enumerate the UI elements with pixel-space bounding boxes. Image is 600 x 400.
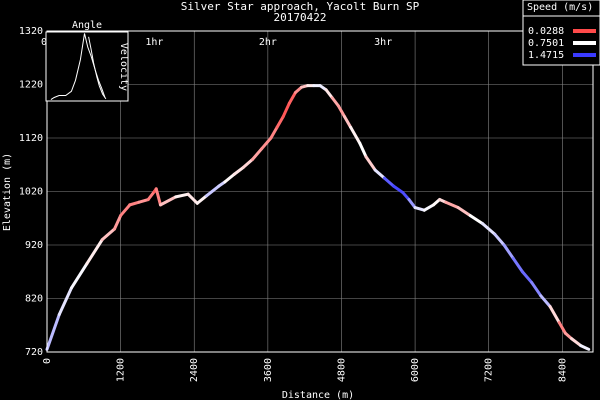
series-segment-45 [422,203,435,212]
series-segment-33 [330,96,340,108]
series-segment-49 [456,206,472,218]
series-segment-3 [85,238,104,266]
legend-label-2: 1.4715 [528,50,564,61]
series-segment-7 [128,200,141,207]
series-segment-44 [413,206,426,212]
series-segment-18 [223,172,236,184]
series-segment-56 [530,280,543,298]
top-time-tick-3: 3hr [374,37,392,48]
series-segment-19 [232,165,245,176]
legend-title: Speed (m/s) [527,2,593,13]
series-segment-41 [392,184,405,195]
series-segment-16 [205,184,221,198]
series-segment-51 [481,222,497,236]
series-segment-58 [548,305,561,325]
y-tick-label-2: 920 [25,240,43,251]
series-segment-22 [260,136,273,151]
plot-frame [46,30,594,353]
series-segment-2 [70,262,89,290]
chart-subtitle: 20170422 [274,11,327,24]
series-segment-43 [407,198,417,210]
series-segment-21 [251,147,264,161]
series-segment-61 [570,337,583,348]
y-tick-label-1: 820 [25,294,43,305]
series-segment-54 [511,256,524,274]
series-segment-11 [154,187,162,207]
series-segment-35 [343,115,353,129]
y-tick-label-0: 720 [25,347,43,358]
elevation-series [45,84,591,351]
x-tick-label-0: 0 [42,358,53,364]
x-tick-label-6: 7200 [484,358,495,382]
series-segment-0 [45,313,61,351]
y-tick-label-4: 1120 [19,133,43,144]
top-time-tick-2: 2hr [259,37,277,48]
axis-ticks: 720 820 920 1020 1120 1220 1320 0 1200 2400 3600 48… [19,26,568,382]
series-segment-8 [137,198,150,204]
series-segment-59 [557,321,567,335]
x-tick-label-1: 1200 [116,358,127,382]
series-segment-14 [186,192,199,205]
series-segment-48 [444,200,460,210]
series-segment-24 [275,115,285,129]
y-axis-label: Elevation (m) [2,153,13,231]
inset-trace-angle [50,33,106,101]
series-segment-9 [146,190,156,202]
y-tick-label-6: 1320 [19,26,43,37]
series-segment-39 [373,168,386,180]
series-segment-40 [382,176,396,188]
series-segment-57 [539,294,552,309]
series-segment-1 [57,286,74,317]
series-segment-53 [502,243,515,260]
inset-label-velocity: Velocity [118,43,129,91]
x-tick-label-3: 3600 [263,358,274,382]
series-segment-20 [241,157,255,169]
legend-label-0: 0.0288 [528,26,564,37]
angle-velocity-inset: Angle Velocity [45,20,129,102]
series-segment-13 [174,192,190,199]
plot-border [46,30,594,353]
chart-title: Silver Star approach, Yacolt Burn SP [181,0,420,13]
series-segment-50 [468,214,485,226]
x-tick-label-2: 2400 [189,358,200,382]
x-tick-label-4: 4800 [336,358,347,382]
series-segment-55 [520,270,534,284]
legend-label-1: 0.7501 [528,38,564,49]
speed-legend: Speed (m/s) 0.0288 0.7501 1.4715 [522,0,600,66]
series-segment-4 [100,227,116,242]
series-segment-37 [358,141,368,159]
top-time-tick-1: 1hr [145,37,163,48]
series-segment-25 [281,101,291,119]
inset-trace-velocity [88,36,107,100]
x-tick-label-5: 6000 [410,358,421,382]
series-segment-5 [112,214,123,231]
x-tick-label-7: 8400 [557,358,568,382]
y-tick-label-5: 1220 [19,80,43,91]
series-segment-23 [269,125,279,140]
series-segment-42 [401,191,411,202]
inset-label-angle: Angle [72,20,102,31]
series-segment-32 [324,88,334,100]
series-segment-34 [336,104,347,119]
series-segment-52 [493,232,506,247]
series-segment-62 [579,344,591,351]
series-segment-15 [195,194,209,205]
series-segment-26 [287,91,297,105]
series-segment-12 [158,195,178,207]
series-segment-36 [349,125,362,145]
x-axis-label: Distance (m) [282,390,354,400]
series-segment-6 [119,203,132,218]
y-tick-label-3: 1020 [19,187,43,198]
series-segment-38 [364,155,377,172]
